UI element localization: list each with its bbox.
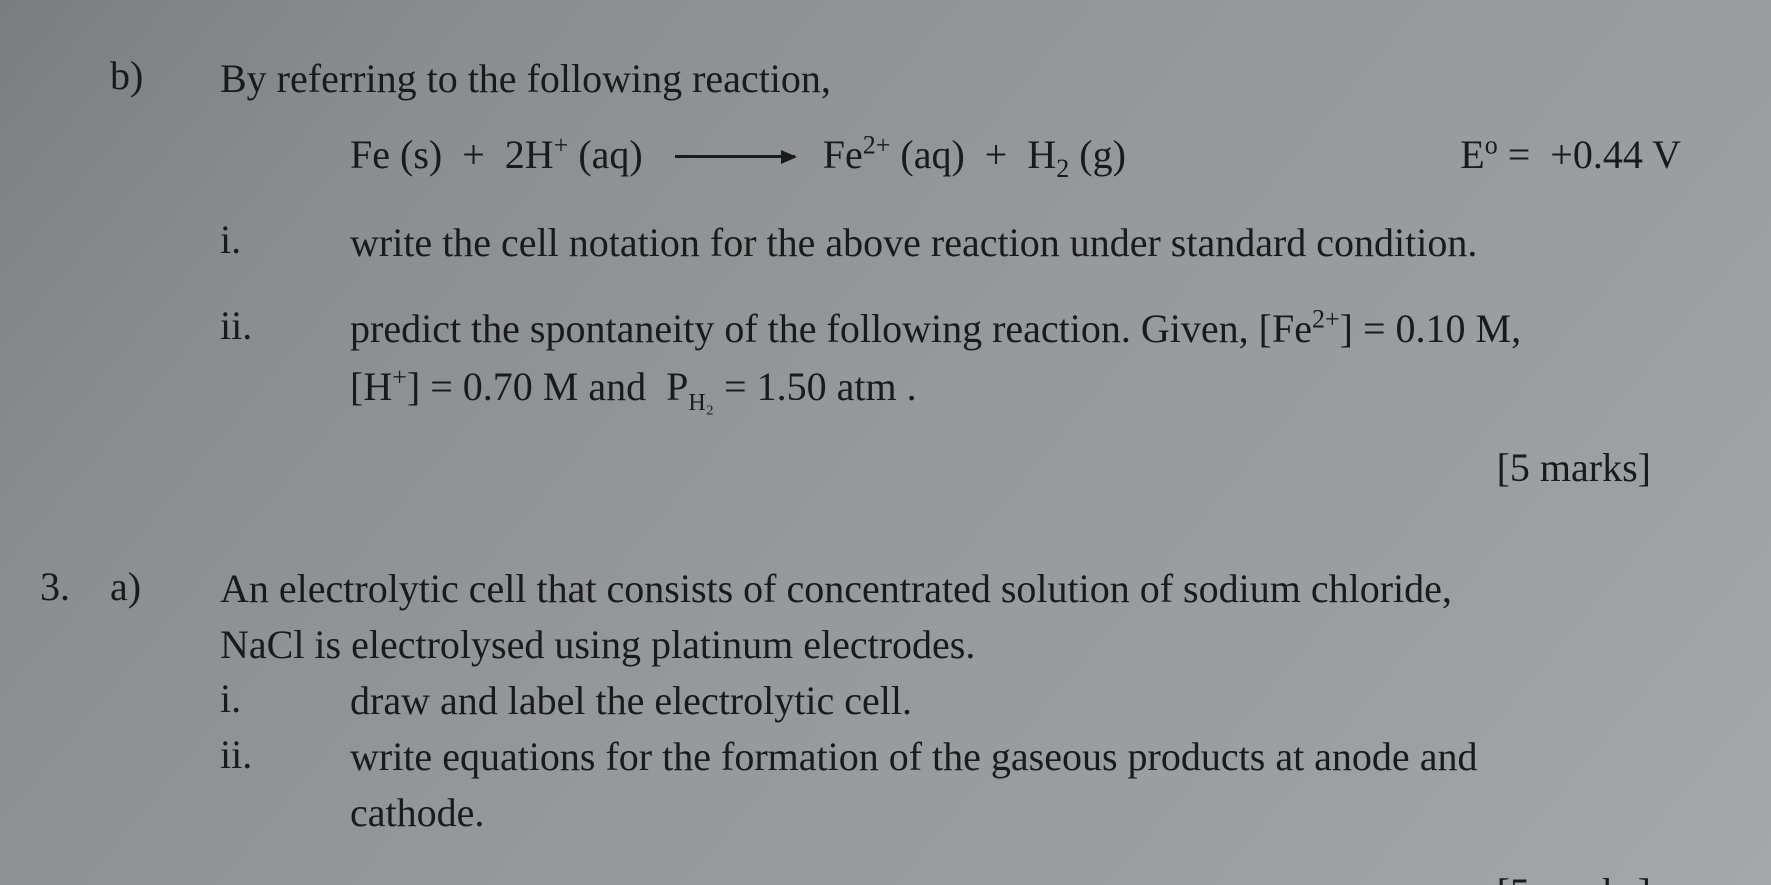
eq-rhs: Fe (823, 132, 863, 177)
q2-number (40, 50, 110, 52)
q3a-row: 3. a) An electrolytic cell that consists… (40, 561, 1711, 673)
q2b-intro: By referring to the following reaction, (220, 50, 1711, 108)
q2b-i-row: i. write the cell notation for the above… (40, 214, 1711, 272)
q2b-equation-row: Fe (s) + 2H+ (aq) Fe2+ (aq) + H2 (g) Eo … (40, 108, 1711, 214)
q3a-i-roman: i. (220, 673, 350, 722)
equation-body: Fe (s) + 2H+ (aq) Fe2+ (aq) + H2 (g) (350, 126, 1126, 184)
q2b-row: b) By referring to the following reactio… (40, 50, 1711, 108)
standard-potential: Eo = +0.44 V (1460, 126, 1711, 184)
exam-page: b) By referring to the following reactio… (0, 0, 1771, 885)
q2b-letter: b) (110, 50, 220, 99)
q3a-marks: [5 marks] (40, 869, 1711, 885)
q2b-i-roman: i. (220, 214, 350, 263)
q3a-i-text: draw and label the electrolytic cell. (350, 673, 1711, 729)
q3-number: 3. (40, 561, 110, 610)
q2b-ii-roman: ii. (220, 300, 350, 349)
q3a-ii-row: ii. write equations for the formation of… (40, 729, 1711, 841)
q3a-letter: a) (110, 561, 220, 610)
q2b-ii-row: ii. predict the spontaneity of the follo… (40, 300, 1711, 416)
eq-lhs: Fe (s) + 2H (350, 132, 554, 177)
section-gap (40, 491, 1711, 561)
q2b-ii-text: predict the spontaneity of the following… (350, 300, 1711, 416)
q3a-i-row: i. draw and label the electrolytic cell. (40, 673, 1711, 729)
q2b-marks: [5 marks] (40, 444, 1711, 491)
q3a-ii-text: write equations for the formation of the… (350, 729, 1711, 841)
reaction-equation: Fe (s) + 2H+ (aq) Fe2+ (aq) + H2 (g) Eo … (220, 126, 1711, 184)
q2b-i-text: write the cell notation for the above re… (350, 214, 1711, 272)
q3a-ii-roman: ii. (220, 729, 350, 778)
q3a-intro: An electrolytic cell that consists of co… (220, 561, 1711, 673)
reaction-arrow-icon (675, 155, 795, 158)
